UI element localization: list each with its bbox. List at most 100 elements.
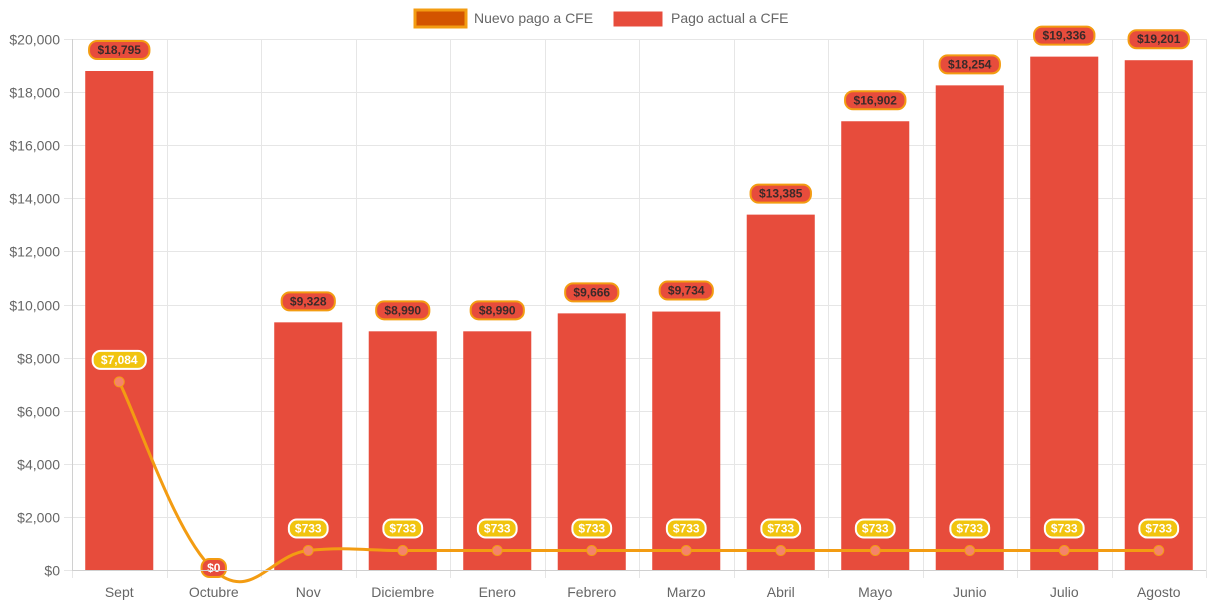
- line-point[interactable]: [302, 545, 314, 557]
- bar[interactable]: [1124, 60, 1193, 571]
- line-value-label: $0: [200, 558, 227, 578]
- bar-value-label-bg: [375, 300, 431, 321]
- line-point[interactable]: [586, 545, 598, 557]
- bar-value-label-bg: [658, 280, 714, 301]
- line-value-label-bg: [760, 518, 802, 539]
- bar-value-label: $8,990: [469, 300, 525, 321]
- bar-value-label-bg: [280, 291, 336, 312]
- bar-value-label: $16,902: [844, 90, 907, 111]
- y-tick-label: $10,000: [9, 298, 60, 314]
- bar-value-label-bg: [469, 300, 525, 321]
- y-tick-label: $4,000: [17, 457, 60, 473]
- legend-label-bar: Pago actual a CFE: [671, 10, 789, 26]
- bar-value-label-text: $8,990: [479, 303, 516, 317]
- line-point[interactable]: [113, 376, 125, 388]
- line-value-label-text: $733: [1145, 522, 1172, 536]
- line-value-label-bg: [665, 518, 707, 539]
- bar-value-label: $19,336: [1033, 25, 1096, 46]
- bar[interactable]: [85, 70, 154, 571]
- x-tick-label: Abril: [767, 584, 795, 600]
- bar-value-label: $8,990: [375, 300, 431, 321]
- line-value-label-bg: [854, 518, 896, 539]
- legend-item-line-series[interactable]: Nuevo pago a CFE: [413, 8, 593, 29]
- y-tick-label: $0: [44, 563, 60, 579]
- x-tick-label: Mayo: [858, 584, 892, 600]
- legend-swatch-bar: [612, 10, 664, 28]
- x-tick-label: Agosto: [1137, 584, 1181, 600]
- line-value-label: $733: [854, 518, 896, 539]
- line-value-label-bg: [382, 518, 424, 539]
- legend-swatch-line: [413, 8, 468, 29]
- bar-value-label-bg: [844, 90, 907, 111]
- line-value-label-text: $733: [862, 522, 889, 536]
- line-point[interactable]: [775, 545, 787, 557]
- line-value-label: $733: [287, 518, 329, 539]
- bar-value-label-bg: [1033, 25, 1096, 46]
- bar-value-label-text: $18,795: [98, 43, 142, 57]
- bar-value-label-text: $19,336: [1043, 29, 1087, 43]
- line-value-label-text: $0: [207, 561, 221, 575]
- bar-value-label: $18,795: [88, 39, 151, 60]
- legend: Nuevo pago a CFE Pago actual a CFE: [413, 8, 789, 29]
- bar-value-label-bg: [564, 282, 620, 303]
- line-value-label-bg: [571, 518, 613, 539]
- y-tick-label: $8,000: [17, 351, 60, 367]
- line-value-label: $733: [476, 518, 518, 539]
- line-point[interactable]: [964, 545, 976, 557]
- bar-value-label-text: $13,385: [759, 187, 803, 201]
- x-tick-label: Enero: [479, 584, 517, 600]
- y-tick-label: $16,000: [9, 138, 60, 154]
- legend-label-line: Nuevo pago a CFE: [474, 10, 593, 26]
- bar-value-label-text: $19,201: [1137, 32, 1181, 46]
- line-value-label-text: $7,084: [101, 353, 138, 367]
- bar-value-label-text: $16,902: [854, 93, 898, 107]
- bar-value-label: $19,201: [1127, 29, 1190, 50]
- y-tick-label: $18,000: [9, 85, 60, 101]
- line-value-label: $733: [1138, 518, 1180, 539]
- line-value-label: $733: [949, 518, 991, 539]
- y-tick-label: $12,000: [9, 244, 60, 260]
- x-tick-label: Octubre: [189, 584, 239, 600]
- line-point[interactable]: [680, 545, 692, 557]
- bar-value-label-text: $9,666: [573, 285, 610, 299]
- bar-value-label-bg: [88, 39, 151, 60]
- bar-value-label: $18,254: [938, 54, 1001, 75]
- line-point[interactable]: [869, 545, 881, 557]
- bar[interactable]: [935, 85, 1004, 571]
- bar-value-label: $9,328: [280, 291, 336, 312]
- y-tick-label: $6,000: [17, 404, 60, 420]
- line-value-label-bg: [287, 518, 329, 539]
- y-tick-label: $2,000: [17, 510, 60, 526]
- x-tick-label: Junio: [953, 584, 987, 600]
- line-value-label-text: $733: [389, 522, 416, 536]
- line-value-label-text: $733: [956, 522, 983, 536]
- y-tick-label: $20,000: [9, 32, 60, 48]
- line-point[interactable]: [397, 545, 409, 557]
- line-value-label-text: $733: [767, 522, 794, 536]
- line-value-label-text: $733: [673, 522, 700, 536]
- bar[interactable]: [1030, 56, 1099, 570]
- line-layer: [113, 376, 1165, 584]
- data-labels-layer: $18,795 $9,328 $8,990 $8,990 $9,666 $9,734 $13…: [88, 25, 1190, 578]
- legend-item-bar-series[interactable]: Pago actual a CFE: [612, 10, 789, 28]
- line-value-label-bg: [949, 518, 991, 539]
- line-value-label: $7,084: [91, 349, 147, 370]
- line-point[interactable]: [491, 545, 503, 557]
- bar[interactable]: [841, 121, 910, 571]
- bar[interactable]: [746, 214, 815, 571]
- bar-value-label-text: $9,734: [668, 284, 705, 298]
- line-value-label: $733: [382, 518, 424, 539]
- bar-value-label: $9,734: [658, 280, 714, 301]
- bar-value-label-text: $9,328: [290, 294, 327, 308]
- line-value-label: $733: [760, 518, 802, 539]
- line-point[interactable]: [1058, 545, 1070, 557]
- line-value-label-bg: [476, 518, 518, 539]
- x-tick-label: Marzo: [667, 584, 706, 600]
- line-value-label-text: $733: [1051, 522, 1078, 536]
- x-tick-label: Sept: [105, 584, 134, 600]
- line-value-label-text: $733: [578, 522, 605, 536]
- y-tick-label: $14,000: [9, 191, 60, 207]
- line-value-label-bg: [91, 349, 147, 370]
- line-point[interactable]: [1153, 545, 1165, 557]
